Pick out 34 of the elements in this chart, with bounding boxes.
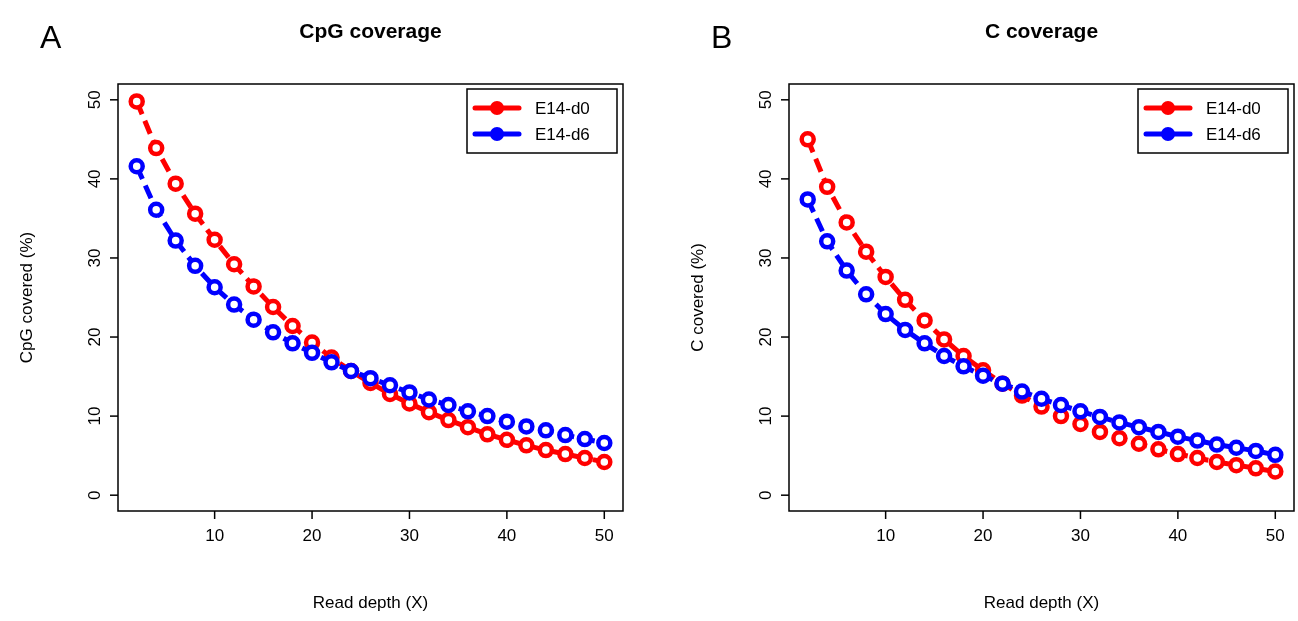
y-tick-label: 20 [85, 327, 104, 347]
x-tick-label: 40 [497, 526, 517, 545]
x-tick-label: 10 [876, 526, 896, 545]
legend-label: E14-d0 [535, 99, 590, 118]
x-tick-label: 50 [594, 526, 614, 545]
legend-label: E14-d0 [1206, 99, 1261, 118]
x-tick-label: 30 [1071, 526, 1090, 545]
chart-title: CpG coverage [299, 19, 442, 42]
y-axis-title: C covered (%) [688, 243, 707, 352]
y-tick-label: 0 [756, 490, 775, 500]
y-tick-label: 30 [85, 248, 104, 268]
chart-title: C coverage [984, 19, 1099, 42]
y-tick-label: 40 [85, 169, 104, 189]
y-tick-label: 10 [756, 406, 775, 426]
x-tick-label: 20 [302, 526, 322, 545]
x-tick-label: 40 [1168, 526, 1188, 545]
legend-label: E14-d6 [1206, 125, 1261, 144]
text: B [711, 19, 733, 55]
y-tick-label: 40 [756, 169, 775, 189]
y-tick-label: 50 [85, 90, 104, 110]
x-axis-title: Read depth (X) [983, 593, 1100, 612]
legend-label: E14-d6 [535, 125, 590, 144]
x-tick-label: 20 [973, 526, 993, 545]
x-tick-label: 50 [1265, 526, 1285, 545]
x-tick-label: 10 [205, 526, 225, 545]
y-tick-label: 20 [756, 327, 775, 347]
y-tick-label: 0 [85, 490, 104, 500]
y-tick-label: 30 [756, 248, 775, 268]
y-axis-title: CpG covered (%) [17, 231, 36, 364]
y-tick-label: 10 [85, 406, 104, 426]
y-tick-label: 50 [756, 90, 775, 110]
x-axis-title: Read depth (X) [312, 593, 429, 612]
x-tick-label: 30 [400, 526, 419, 545]
text: A [40, 19, 62, 55]
